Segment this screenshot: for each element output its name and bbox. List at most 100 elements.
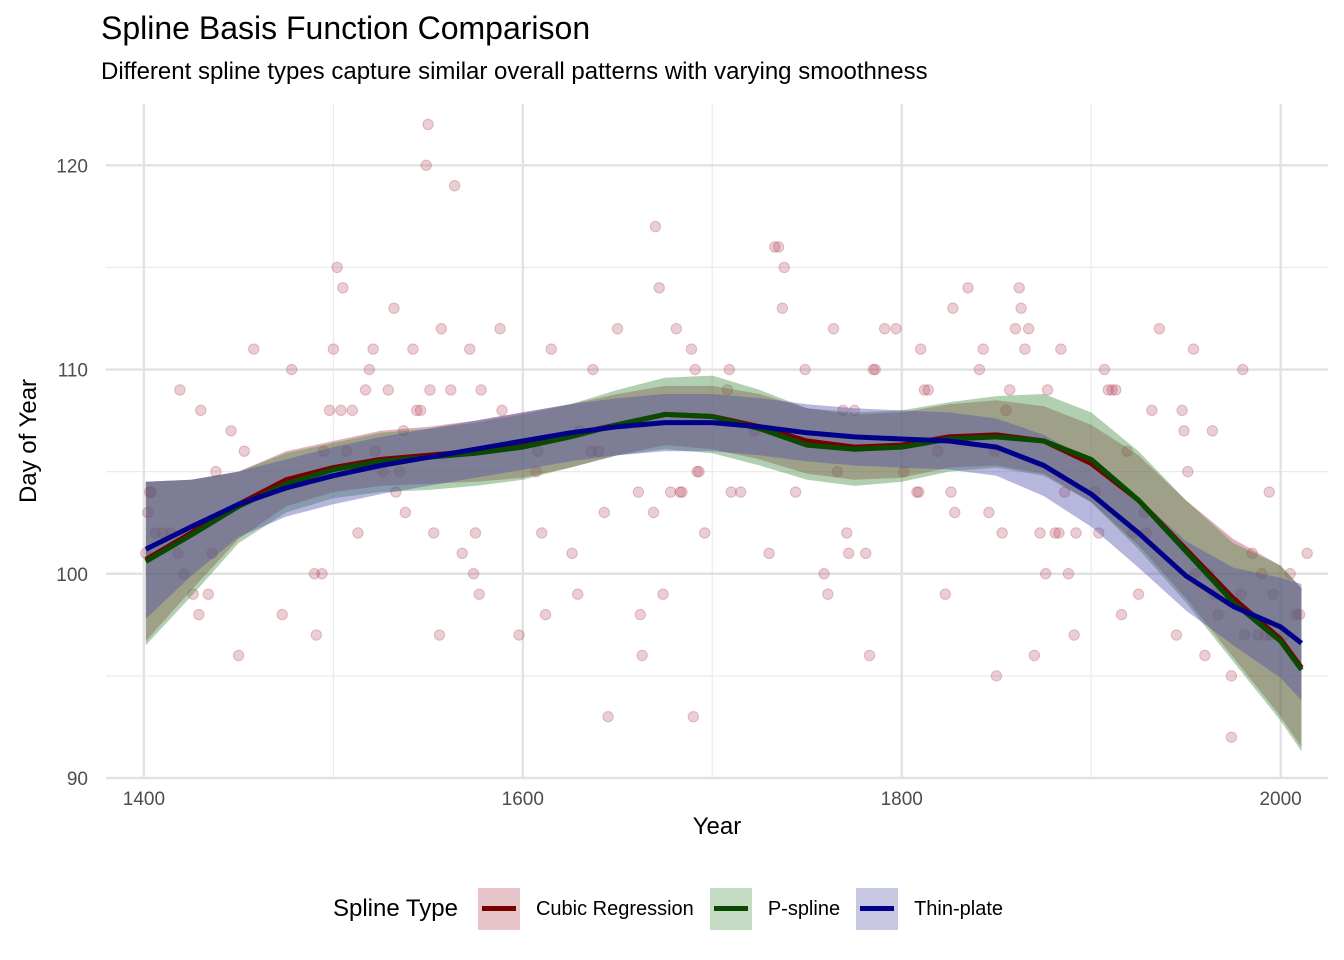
data-point [685,343,698,355]
data-point [585,445,597,457]
data-point [689,363,701,376]
data-point [420,159,432,171]
data-point [1053,527,1065,539]
legend-key-cubic-regression [477,888,520,930]
data-point [435,322,448,335]
data-point [947,302,959,314]
data-point [238,445,251,457]
data-point [1170,629,1183,641]
data-point [1293,608,1306,621]
data-point [177,568,190,580]
data-point [172,547,184,560]
data-point [473,588,485,600]
data-point [789,486,802,498]
data-point [369,445,381,457]
data-point [932,445,944,457]
data-point [647,506,660,519]
data-point [587,363,599,376]
data-point [464,343,476,355]
data-point [424,384,436,396]
data-point [778,261,790,274]
data-point [367,343,379,355]
data-point [285,363,298,376]
data-point [496,404,508,417]
data-point [776,302,789,314]
data-point [1110,384,1122,396]
legend-label-p-spline: P-spline [767,897,841,920]
data-point [323,404,336,417]
data-point [664,486,677,498]
data-point [1028,649,1041,662]
data-point [335,404,347,417]
chart-title: Spline Basis Function Comparison [101,10,591,46]
data-point [1246,547,1258,560]
data-point [973,363,986,376]
data-point [1153,322,1166,335]
data-point [996,527,1008,539]
y-tick-label: 90 [67,769,88,790]
data-point [1004,384,1016,396]
data-point [1040,568,1052,580]
data-point [1070,527,1082,539]
data-point [276,608,288,621]
data-point [698,527,711,539]
data-point [822,588,834,600]
plot-area: 1400 1600 1800 2000 90 100 110 120 Year Day of Ye… [15,104,1328,840]
data-point [545,343,557,355]
data-point [494,322,506,335]
data-point [653,282,665,294]
ribbon-thin-plate [145,394,1302,701]
data-point [407,343,419,355]
y-tick-label: 100 [56,565,88,586]
data-point [248,343,260,355]
data-point [346,404,358,417]
points-layer [140,118,1313,743]
data-point [1212,608,1224,621]
data-point [1034,527,1046,539]
data-point [693,465,705,478]
data-point [983,506,995,519]
data-point [734,486,747,498]
legend-label-cubic-regression: Cubic Regression [535,897,694,920]
data-point [202,588,215,600]
data-point [674,486,686,498]
data-point [837,404,849,417]
data-point [1225,731,1238,743]
line-thin-plate [144,420,1304,646]
data-point [141,506,154,519]
x-tick-label: 2000 [1259,789,1301,810]
data-point [913,486,925,498]
data-point [448,179,461,192]
data-point [467,568,480,580]
data-point [318,445,330,457]
data-point [1041,384,1054,396]
ribbon-p-spline [145,375,1302,752]
data-point [763,547,775,560]
data-point [1132,588,1145,600]
data-point [1284,568,1296,580]
data-point [1093,527,1105,539]
data-point [1235,588,1247,600]
data-point [592,445,605,457]
data-point [382,384,394,396]
data-point [670,322,682,335]
line-layer [144,411,1304,672]
data-point [725,486,737,498]
data-point [145,486,158,498]
data-point [513,629,525,641]
data-point [841,527,853,539]
data-point [1187,343,1200,355]
data-point [1068,629,1080,641]
data-point [187,588,199,600]
data-point [721,384,734,396]
data-point [1121,445,1133,457]
data-point [232,649,245,662]
data-point [831,465,844,478]
data-point [848,404,861,417]
data-point [340,445,353,457]
legend-item-cubic-regression: Cubic Regression [477,888,694,930]
data-point [691,465,703,478]
legend-item-p-spline: P-spline [709,888,841,930]
data-point [1013,282,1025,294]
data-point [390,486,402,498]
